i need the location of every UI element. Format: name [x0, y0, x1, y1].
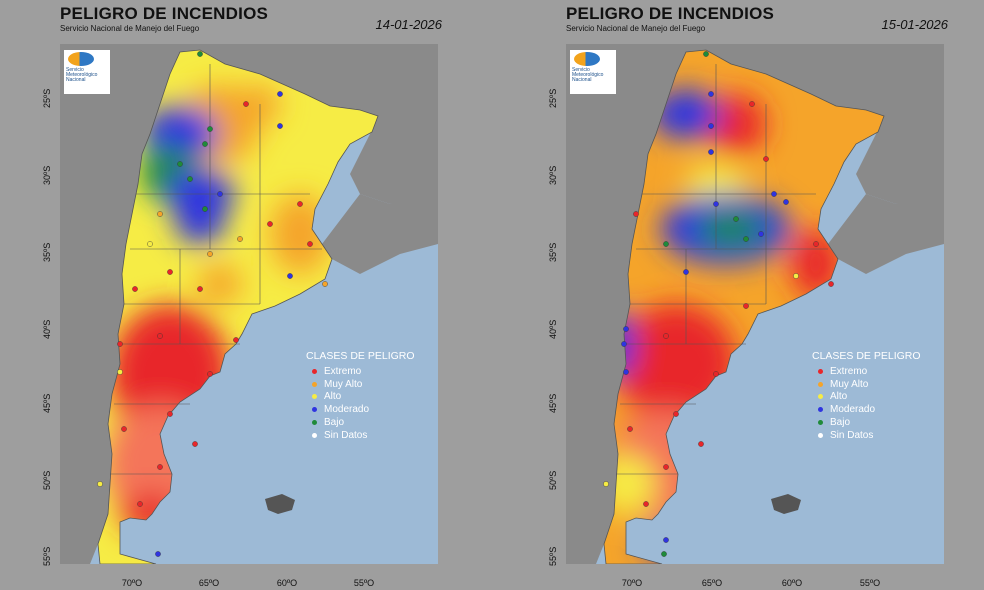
legend-item-sin-datos: Sin Datos: [306, 429, 415, 442]
legend-item-muy-alto: Muy Alto: [812, 378, 921, 391]
lat-label: 55ºS: [42, 546, 52, 566]
province-borders: [110, 64, 322, 475]
lat-label: 45ºS: [42, 393, 52, 413]
lon-label: 70ºO: [621, 578, 643, 588]
legend-item-bajo: Bajo: [306, 416, 415, 429]
legend: CLASES DE PELIGRO Extremo Muy Alto Alto …: [306, 350, 415, 442]
smn-logo-icon: [574, 52, 600, 66]
legend-dot: [818, 432, 823, 438]
neighbouring-land: [60, 44, 438, 564]
legend: CLASES DE PELIGRO Extremo Muy Alto Alto …: [812, 350, 921, 442]
map-title: PELIGRO DE INCENDIOS: [60, 4, 269, 23]
legend-item-moderado: Moderado: [812, 403, 921, 416]
argentina-map: [60, 44, 438, 564]
lat-label: 30ºS: [548, 165, 558, 185]
lon-label: 60ºO: [276, 578, 298, 588]
lat-label: 40ºS: [42, 319, 52, 339]
argentina-outline: [97, 49, 379, 564]
falkland-islands: [265, 494, 295, 514]
legend-item-extremo: Extremo: [812, 365, 921, 378]
lat-label: 50ºS: [42, 470, 52, 490]
lon-label: 65ºO: [198, 578, 220, 588]
map-date: 15-01-2026: [881, 17, 949, 32]
legend-dot: [312, 394, 317, 400]
smn-logo-icon: [68, 52, 94, 66]
legend-dot: [312, 420, 317, 426]
legend-dot: [312, 368, 317, 374]
lat-label: 45ºS: [548, 393, 558, 413]
lon-label: 55ºO: [859, 578, 881, 588]
legend-dot: [818, 368, 823, 374]
legend-dot: [312, 432, 317, 438]
legend-item-bajo: Bajo: [812, 416, 921, 429]
legend-dot: [818, 420, 823, 426]
lon-label: 65ºO: [701, 578, 723, 588]
neighbouring-land: [566, 44, 944, 564]
fire-danger-map-panel-2: PELIGRO DE INCENDIOS Servicio Nacional d…: [548, 0, 984, 590]
lon-label: 60ºO: [781, 578, 803, 588]
lat-label: 35ºS: [548, 242, 558, 262]
legend-dot: [818, 381, 823, 387]
station-markers: [603, 51, 834, 557]
lon-label: 55ºO: [353, 578, 375, 588]
legend-item-alto: Alto: [812, 391, 921, 404]
province-borders: [616, 64, 828, 475]
lon-label: 70ºO: [121, 578, 143, 588]
legend-item-alto: Alto: [306, 391, 415, 404]
lat-label: 50ºS: [548, 470, 558, 490]
argentina-map: [566, 44, 944, 564]
legend-dot: [312, 381, 317, 387]
map-title: PELIGRO DE INCENDIOS: [566, 4, 775, 23]
smn-logo: Servicio Meteorológico Nacional: [64, 50, 110, 94]
legend-item-moderado: Moderado: [306, 403, 415, 416]
lat-label: 35ºS: [42, 242, 52, 262]
lat-label: 25ºS: [548, 88, 558, 108]
lat-label: 40ºS: [548, 319, 558, 339]
map-area: Servicio Meteorológico Nacional CLASES D…: [60, 44, 438, 564]
legend-item-sin-datos: Sin Datos: [812, 429, 921, 442]
legend-dot: [818, 407, 823, 413]
legend-title: CLASES DE PELIGRO: [812, 350, 921, 362]
station-markers: [97, 51, 328, 557]
map-area: Servicio Meteorológico Nacional CLASES D…: [566, 44, 944, 564]
legend-dot: [818, 394, 823, 400]
legend-item-extremo: Extremo: [306, 365, 415, 378]
legend-item-muy-alto: Muy Alto: [306, 378, 415, 391]
map-subtitle: Servicio Nacional de Manejo del Fuego: [566, 24, 706, 33]
legend-dot: [312, 407, 317, 413]
map-subtitle: Servicio Nacional de Manejo del Fuego: [60, 24, 200, 33]
legend-title: CLASES DE PELIGRO: [306, 350, 415, 362]
lat-label: 25ºS: [42, 88, 52, 108]
lat-label: 30ºS: [42, 165, 52, 185]
falkland-islands: [771, 494, 801, 514]
map-date: 14-01-2026: [375, 17, 443, 32]
smn-logo: Servicio Meteorológico Nacional: [570, 50, 616, 94]
argentina-outline: [603, 49, 885, 564]
lat-label: 55ºS: [548, 546, 558, 566]
fire-danger-map-panel-1: PELIGRO DE INCENDIOS Servicio Nacional d…: [42, 0, 494, 590]
